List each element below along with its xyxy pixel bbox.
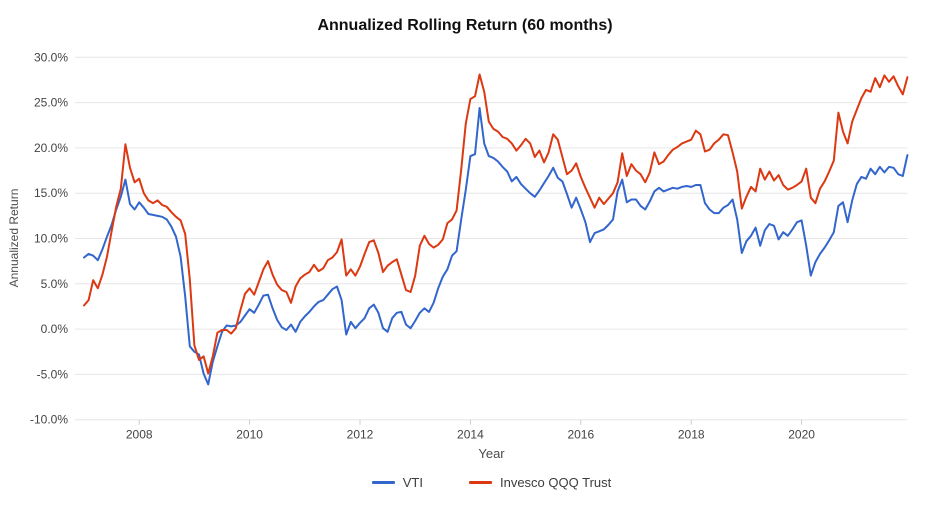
svg-text:2016: 2016 <box>567 428 594 442</box>
svg-text:2008: 2008 <box>126 428 153 442</box>
svg-text:30.0%: 30.0% <box>34 50 68 64</box>
legend: VTI Invesco QQQ Trust <box>75 475 908 490</box>
svg-text:10.0%: 10.0% <box>34 232 68 246</box>
chart-title: Annualized Rolling Return (60 months) <box>317 17 613 34</box>
qqq-line-swatch <box>468 481 492 484</box>
svg-text:20.0%: 20.0% <box>34 141 68 155</box>
svg-text:2020: 2020 <box>788 428 815 442</box>
svg-text:-10.0%: -10.0% <box>30 413 68 427</box>
svg-text:2014: 2014 <box>457 428 484 442</box>
svg-text:2018: 2018 <box>678 428 705 442</box>
vti-line-swatch <box>371 481 395 484</box>
svg-text:2010: 2010 <box>236 428 263 442</box>
svg-text:-5.0%: -5.0% <box>37 367 69 381</box>
svg-text:25.0%: 25.0% <box>34 96 68 110</box>
svg-text:5.0%: 5.0% <box>41 277 69 291</box>
svg-text:2012: 2012 <box>347 428 374 442</box>
svg-text:15.0%: 15.0% <box>34 186 68 200</box>
legend-label-vti: VTI <box>402 475 423 490</box>
svg-text:0.0%: 0.0% <box>41 322 69 336</box>
x-axis-title: Year <box>478 446 505 461</box>
legend-label-qqq: Invesco QQQ Trust <box>499 475 612 490</box>
legend-item-vti: VTI <box>371 475 423 490</box>
legend-item-qqq: Invesco QQQ Trust <box>468 475 612 490</box>
